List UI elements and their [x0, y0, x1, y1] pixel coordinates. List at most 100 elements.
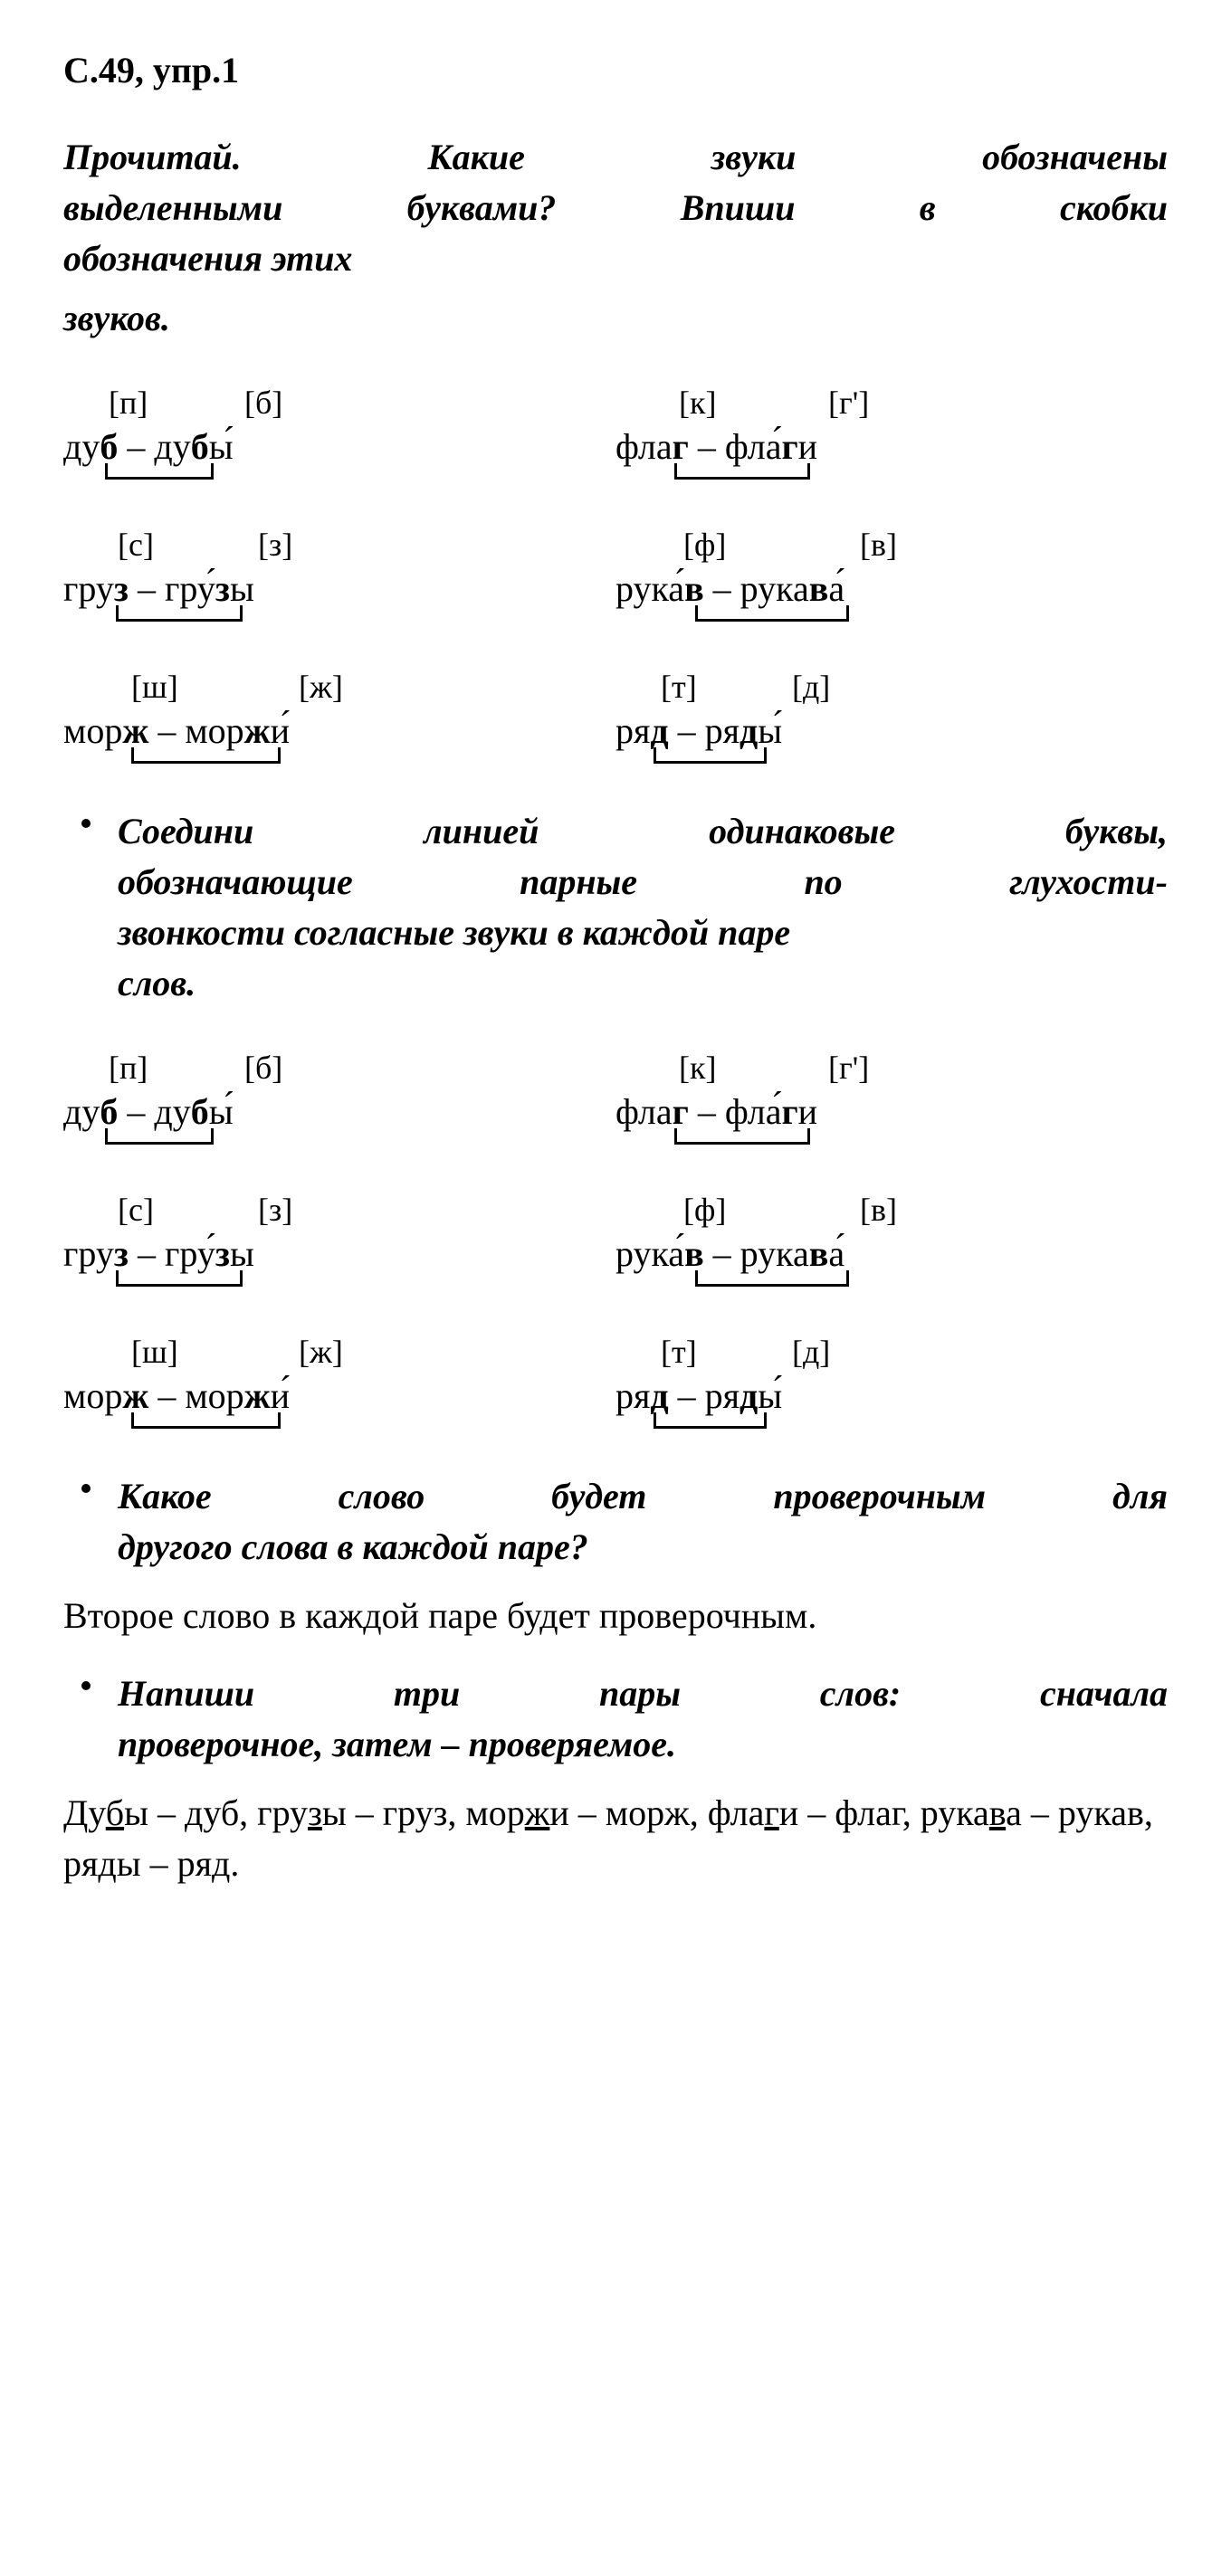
- pair-col: [п][б]дуб – дубы́: [63, 1045, 616, 1137]
- sound-label: [б]: [244, 380, 282, 425]
- sounds-line: [к][г']: [616, 380, 1168, 422]
- answer-3: Дубы – дуб, грузы – груз, моржи – морж, …: [63, 1788, 1168, 1889]
- prompt-line-1: Прочитай.Какиезвукиобозначены: [63, 132, 1168, 183]
- connector-bracket: [695, 1270, 849, 1287]
- bullet2-line1: Какоесловобудетпроверочнымдля: [118, 1471, 1168, 1522]
- word-pair-text: морж – моржи́: [63, 710, 290, 751]
- sounds-line: [ш][ж]: [63, 1329, 616, 1371]
- word: одинаковые: [709, 806, 895, 857]
- sound-label: [ж]: [299, 664, 343, 709]
- word-pair-text: груз – гру́зы: [63, 568, 254, 609]
- words-line: морж – моржи́: [63, 1371, 616, 1421]
- sound-label: [з]: [258, 522, 292, 567]
- word-pair-text: дуб – дубы́: [63, 426, 234, 467]
- answer-text-span: ы – груз, мор: [322, 1792, 525, 1833]
- words-line: груз – гру́зы: [63, 1229, 616, 1279]
- pair-col: [ш][ж]морж – моржи́: [63, 1329, 616, 1421]
- connector-bracket: [654, 747, 767, 764]
- connector-bracket: [674, 463, 810, 480]
- word-pair-text: рука́в – рукава́: [616, 1233, 845, 1274]
- words-line: ряд – ряды́: [616, 1371, 1168, 1421]
- words-line: морж – моржи́: [63, 706, 616, 756]
- pair-row: [с][з]груз – гру́зы[ф][в]рука́в – рукава…: [63, 522, 1168, 614]
- pair-col: [с][з]груз – гру́зы: [63, 522, 616, 614]
- sound-label: [г']: [828, 1045, 869, 1090]
- sounds-line: [к] [г']: [616, 1045, 1168, 1087]
- word: сначала: [1040, 1668, 1168, 1719]
- connector-bracket: [131, 747, 281, 764]
- sound-label: [з]: [258, 1187, 292, 1232]
- underlined-letter: д: [98, 1843, 116, 1884]
- answer-text-span: и – флаг, рука: [779, 1792, 989, 1833]
- sounds-line: [ф] [в]: [616, 1187, 1168, 1229]
- bullet1-line4: слов.: [118, 958, 1168, 1009]
- sounds-line: [т][д]: [616, 1329, 1168, 1371]
- pair-col: [ф][в]рука́в – рукава́: [616, 522, 1168, 614]
- answer-2: Второе слово в каждой паре будет проверо…: [63, 1591, 1168, 1641]
- bullet1-line1: Соединилиниейодинаковыебуквы,: [118, 806, 1168, 857]
- word: глухости-: [1009, 857, 1168, 908]
- word: проверочным: [773, 1471, 986, 1522]
- bullet-dot: [81, 1681, 91, 1690]
- word: обозначены: [982, 132, 1168, 183]
- bullet1-line2: обозначающиепарныепоглухости-: [118, 857, 1168, 908]
- bullet-1: Соединилиниейодинаковыебуквы, обозначающ…: [118, 806, 1168, 1009]
- sounds-line: [с][з]: [63, 1187, 616, 1229]
- pair-row: [п][б]дуб – дубы́[к][г']флаг – фла́ги: [63, 1045, 1168, 1137]
- sound-label: [б]: [244, 1045, 282, 1090]
- connector-bracket: [105, 463, 214, 480]
- sound-label: [т]: [661, 664, 697, 709]
- bullet3-line1: Напишитрипарыслов:сначала: [118, 1668, 1168, 1719]
- connector-bracket: [131, 1412, 281, 1429]
- word: будет: [551, 1471, 646, 1522]
- words-line: дуб – дубы́: [63, 422, 616, 472]
- word: Какое: [118, 1471, 212, 1522]
- pair-col: [т][д]ряд – ряды́: [616, 1329, 1168, 1421]
- bullet1-line3: звонкости согласные звуки в каждой паре: [118, 908, 1168, 958]
- pair-col: [ф] [в] рука́в – рукава́: [616, 1187, 1168, 1279]
- main-prompt: Прочитай.Какиезвукиобозначены выделенным…: [63, 132, 1168, 344]
- word-pairs-block-2: [п][б]дуб – дубы́[к][г']флаг – фла́ги[с]…: [63, 1045, 1168, 1421]
- word: Соедини: [118, 806, 253, 857]
- sound-label: [в]: [860, 1187, 897, 1232]
- sound-label: [ш]: [131, 664, 178, 709]
- word: три: [394, 1668, 460, 1719]
- bullet-2: Какоесловобудетпроверочнымдля другого сл…: [118, 1471, 1168, 1573]
- exercise-title: С.49, упр.1: [63, 45, 1168, 96]
- word: по: [804, 857, 842, 908]
- word: Прочитай.: [63, 132, 242, 183]
- answer-text-span: ы – дуб, гру: [124, 1792, 308, 1833]
- pair-col: [п][б]дуб – дубы́: [63, 380, 616, 472]
- answer-text-span: и – морж, фла: [549, 1792, 764, 1833]
- sounds-line: [с][з]: [63, 522, 616, 564]
- word: Какие: [427, 132, 524, 183]
- pair-col: [ш] [ж]морж – моржи́: [63, 664, 616, 756]
- words-line: рука́в – рукава́: [616, 1229, 1168, 1279]
- sound-label: [ш]: [131, 1329, 178, 1374]
- word-pair-text: флаг – фла́ги: [616, 426, 817, 467]
- word: для: [1112, 1471, 1168, 1522]
- sound-label: [ф]: [683, 522, 726, 567]
- underlined-letter: в: [989, 1792, 1006, 1833]
- word-pair-text: ряд – ряды́: [616, 710, 782, 751]
- word-pair-text: рука́в – рукава́: [616, 568, 845, 609]
- answer-text-span: ы – ряд.: [117, 1843, 240, 1884]
- word: буквами?: [407, 183, 557, 233]
- words-line: флаг – фла́ги: [616, 422, 1168, 472]
- bullet2-line2: другого слова в каждой паре?: [118, 1522, 1168, 1573]
- pair-row: [п][б]дуб – дубы́[к][г']флаг – фла́ги: [63, 380, 1168, 472]
- bullet-dot: [81, 819, 91, 828]
- sound-label: [д]: [792, 1329, 830, 1374]
- word: слов:: [820, 1668, 901, 1719]
- connector-bracket: [654, 1412, 767, 1429]
- pair-col: [к][г']флаг – фла́ги: [616, 380, 1168, 472]
- pair-row: [с][з]груз – гру́зы [ф] [в] рука́в – рукава…: [63, 1187, 1168, 1279]
- word: выделенными: [63, 183, 282, 233]
- words-line: груз – гру́зы: [63, 564, 616, 614]
- sound-label: [ф]: [683, 1187, 726, 1232]
- sound-label: [к]: [679, 1045, 716, 1090]
- sound-label: [д]: [792, 664, 830, 709]
- word: буквы,: [1065, 806, 1168, 857]
- word: пары: [599, 1668, 681, 1719]
- sound-label: [к]: [679, 380, 716, 425]
